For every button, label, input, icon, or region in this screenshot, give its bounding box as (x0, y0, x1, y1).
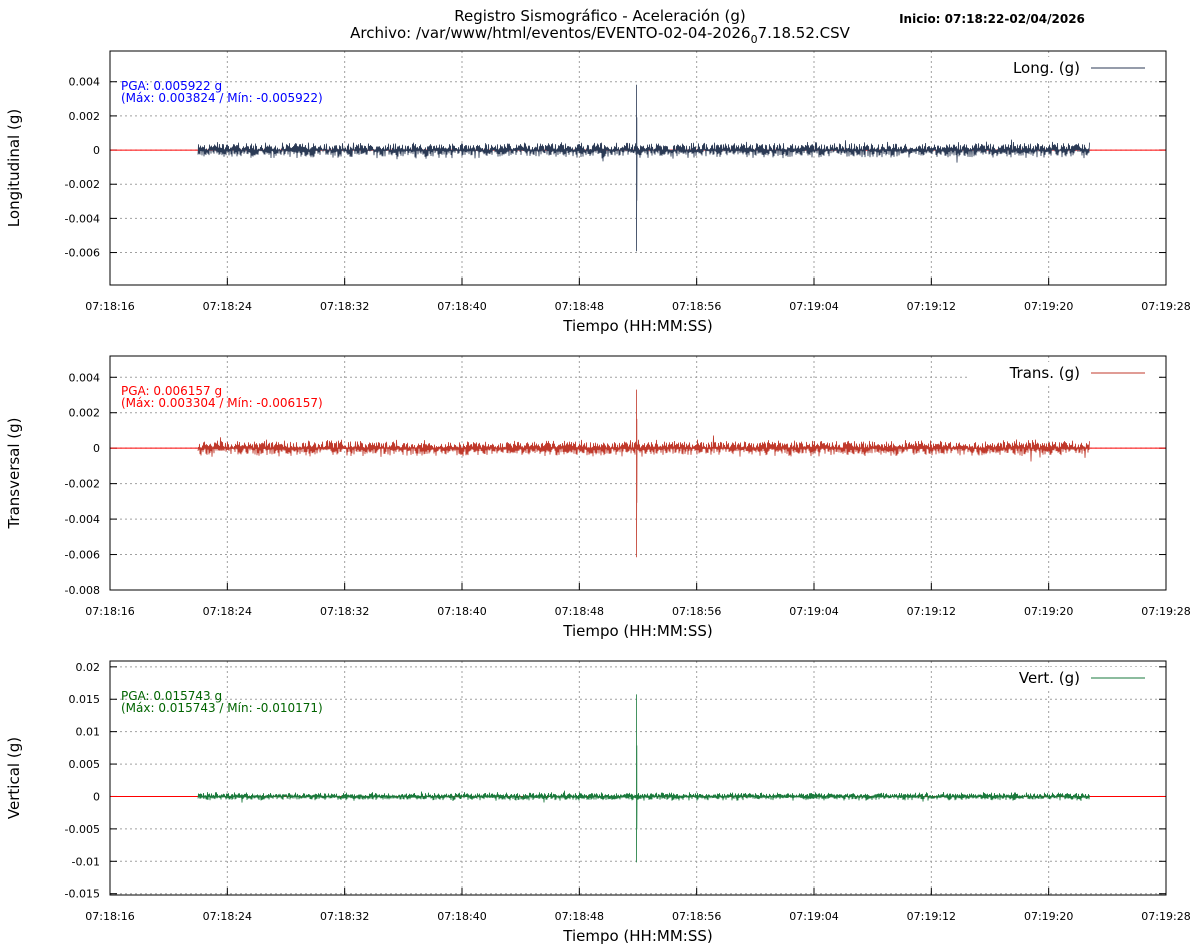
y-tick-label: -0.008 (65, 584, 100, 597)
x-tick-label: 07:19:28 (1141, 300, 1190, 313)
y-tick-label: 0.01 (76, 726, 101, 739)
y-tick-label: 0 (93, 790, 100, 803)
x-tick-label: 07:18:16 (85, 910, 134, 923)
x-tick-label: 07:19:12 (907, 605, 956, 618)
legend-label: Long. (g) (1013, 59, 1080, 77)
y-tick-label: 0 (93, 144, 100, 157)
plot-frame (109, 355, 1167, 591)
plot-frame (109, 50, 1167, 286)
x-tick-label: 07:18:40 (437, 605, 486, 618)
signal-trace (197, 84, 1090, 252)
x-tick-label: 07:18:40 (437, 910, 486, 923)
y-tick-label: -0.002 (65, 478, 100, 491)
x-tick-label: 07:19:12 (907, 910, 956, 923)
y-tick-label: 0 (93, 442, 100, 455)
x-tick-label: 07:19:04 (789, 300, 838, 313)
x-tick-label: 07:19:28 (1141, 910, 1190, 923)
y-tick-label: -0.01 (72, 855, 100, 868)
y-tick-label: -0.004 (65, 513, 100, 526)
x-tick-label: 07:18:32 (320, 605, 369, 618)
y-tick-label: -0.006 (65, 247, 100, 260)
x-tick-label: 07:18:32 (320, 300, 369, 313)
y-tick-label: 0.02 (76, 661, 101, 674)
legend-label: Vert. (g) (1019, 669, 1080, 687)
x-tick-label: 07:18:48 (555, 605, 604, 618)
y-tick-label: 0.015 (69, 693, 101, 706)
panel-3: -0.015 -0.01 -0.005 0 0.005 0.01 0.015 0.02 07:1… (5, 660, 1191, 945)
y-tick-label: 0.004 (69, 76, 101, 89)
x-axis-label: Tiempo (HH:MM:SS) (562, 622, 712, 640)
y-tick-label: 0.005 (69, 758, 101, 771)
x-tick-label: 07:18:32 (320, 910, 369, 923)
y-tick-label: -0.005 (65, 823, 100, 836)
y-axis-label: Transversal (g) (5, 417, 23, 529)
x-tick-label: 07:18:56 (672, 910, 721, 923)
x-tick-label: 07:18:56 (672, 605, 721, 618)
maxmin-annotation: (Máx: 0.015743 / Mín: -0.010171) (121, 701, 323, 715)
y-tick-label: 0.002 (69, 407, 101, 420)
file-subtitle: Archivo: /var/www/html/eventos/EVENTO-02… (350, 24, 851, 46)
panel-1: -0.006 -0.004 -0.002 0 0.002 0.004 07:18:16 07:… (5, 50, 1191, 335)
x-tick-label: 07:18:24 (203, 910, 252, 923)
x-tick-label: 07:18:24 (203, 300, 252, 313)
x-tick-label: 07:18:48 (555, 300, 604, 313)
y-axis-label: Longitudinal (g) (5, 109, 23, 227)
legend-box (968, 667, 1158, 689)
maxmin-annotation: (Máx: 0.003824 / Mín: -0.005922) (121, 91, 323, 105)
x-tick-label: 07:19:20 (1024, 300, 1073, 313)
legend-label: Trans. (g) (1009, 364, 1080, 382)
x-tick-label: 07:18:24 (203, 605, 252, 618)
pga-annotation: PGA: 0.015743 g (121, 689, 222, 703)
signal-trace (197, 389, 1090, 558)
x-tick-label: 07:18:16 (85, 605, 134, 618)
chart-title: Registro Sismográfico - Aceleración (g) (454, 7, 745, 25)
pga-annotation: PGA: 0.005922 g (121, 79, 222, 93)
x-tick-label: 07:19:20 (1024, 910, 1073, 923)
x-tick-label: 07:18:16 (85, 300, 134, 313)
y-tick-label: -0.004 (65, 212, 100, 225)
x-tick-label: 07:19:12 (907, 300, 956, 313)
legend-box (968, 362, 1158, 384)
legend-box (968, 57, 1158, 79)
x-tick-label: 07:19:04 (789, 605, 838, 618)
y-tick-label: 0.004 (69, 371, 101, 384)
y-tick-label: -0.002 (65, 178, 100, 191)
x-axis-label: Tiempo (HH:MM:SS) (562, 927, 712, 945)
maxmin-annotation: (Máx: 0.003304 / Mín: -0.006157) (121, 396, 323, 410)
signal-trace (197, 694, 1090, 863)
y-tick-label: 0.002 (69, 110, 101, 123)
x-axis-label: Tiempo (HH:MM:SS) (562, 317, 712, 335)
x-tick-label: 07:18:48 (555, 910, 604, 923)
plot-frame (109, 660, 1167, 896)
start-time-label: Inicio: 07:18:22-02/04/2026 (899, 12, 1085, 26)
pga-annotation: PGA: 0.006157 g (121, 384, 222, 398)
x-tick-label: 07:19:04 (789, 910, 838, 923)
panel-2: -0.008 -0.006 -0.004 -0.002 0 0.002 0.004 07:18… (5, 355, 1191, 640)
y-axis-label: Vertical (g) (5, 737, 23, 819)
x-tick-label: 07:18:56 (672, 300, 721, 313)
x-tick-label: 07:19:20 (1024, 605, 1073, 618)
y-tick-label: -0.006 (65, 549, 100, 562)
y-tick-label: -0.015 (65, 888, 100, 901)
x-tick-label: 07:18:40 (437, 300, 486, 313)
x-tick-label: 07:19:28 (1141, 605, 1190, 618)
